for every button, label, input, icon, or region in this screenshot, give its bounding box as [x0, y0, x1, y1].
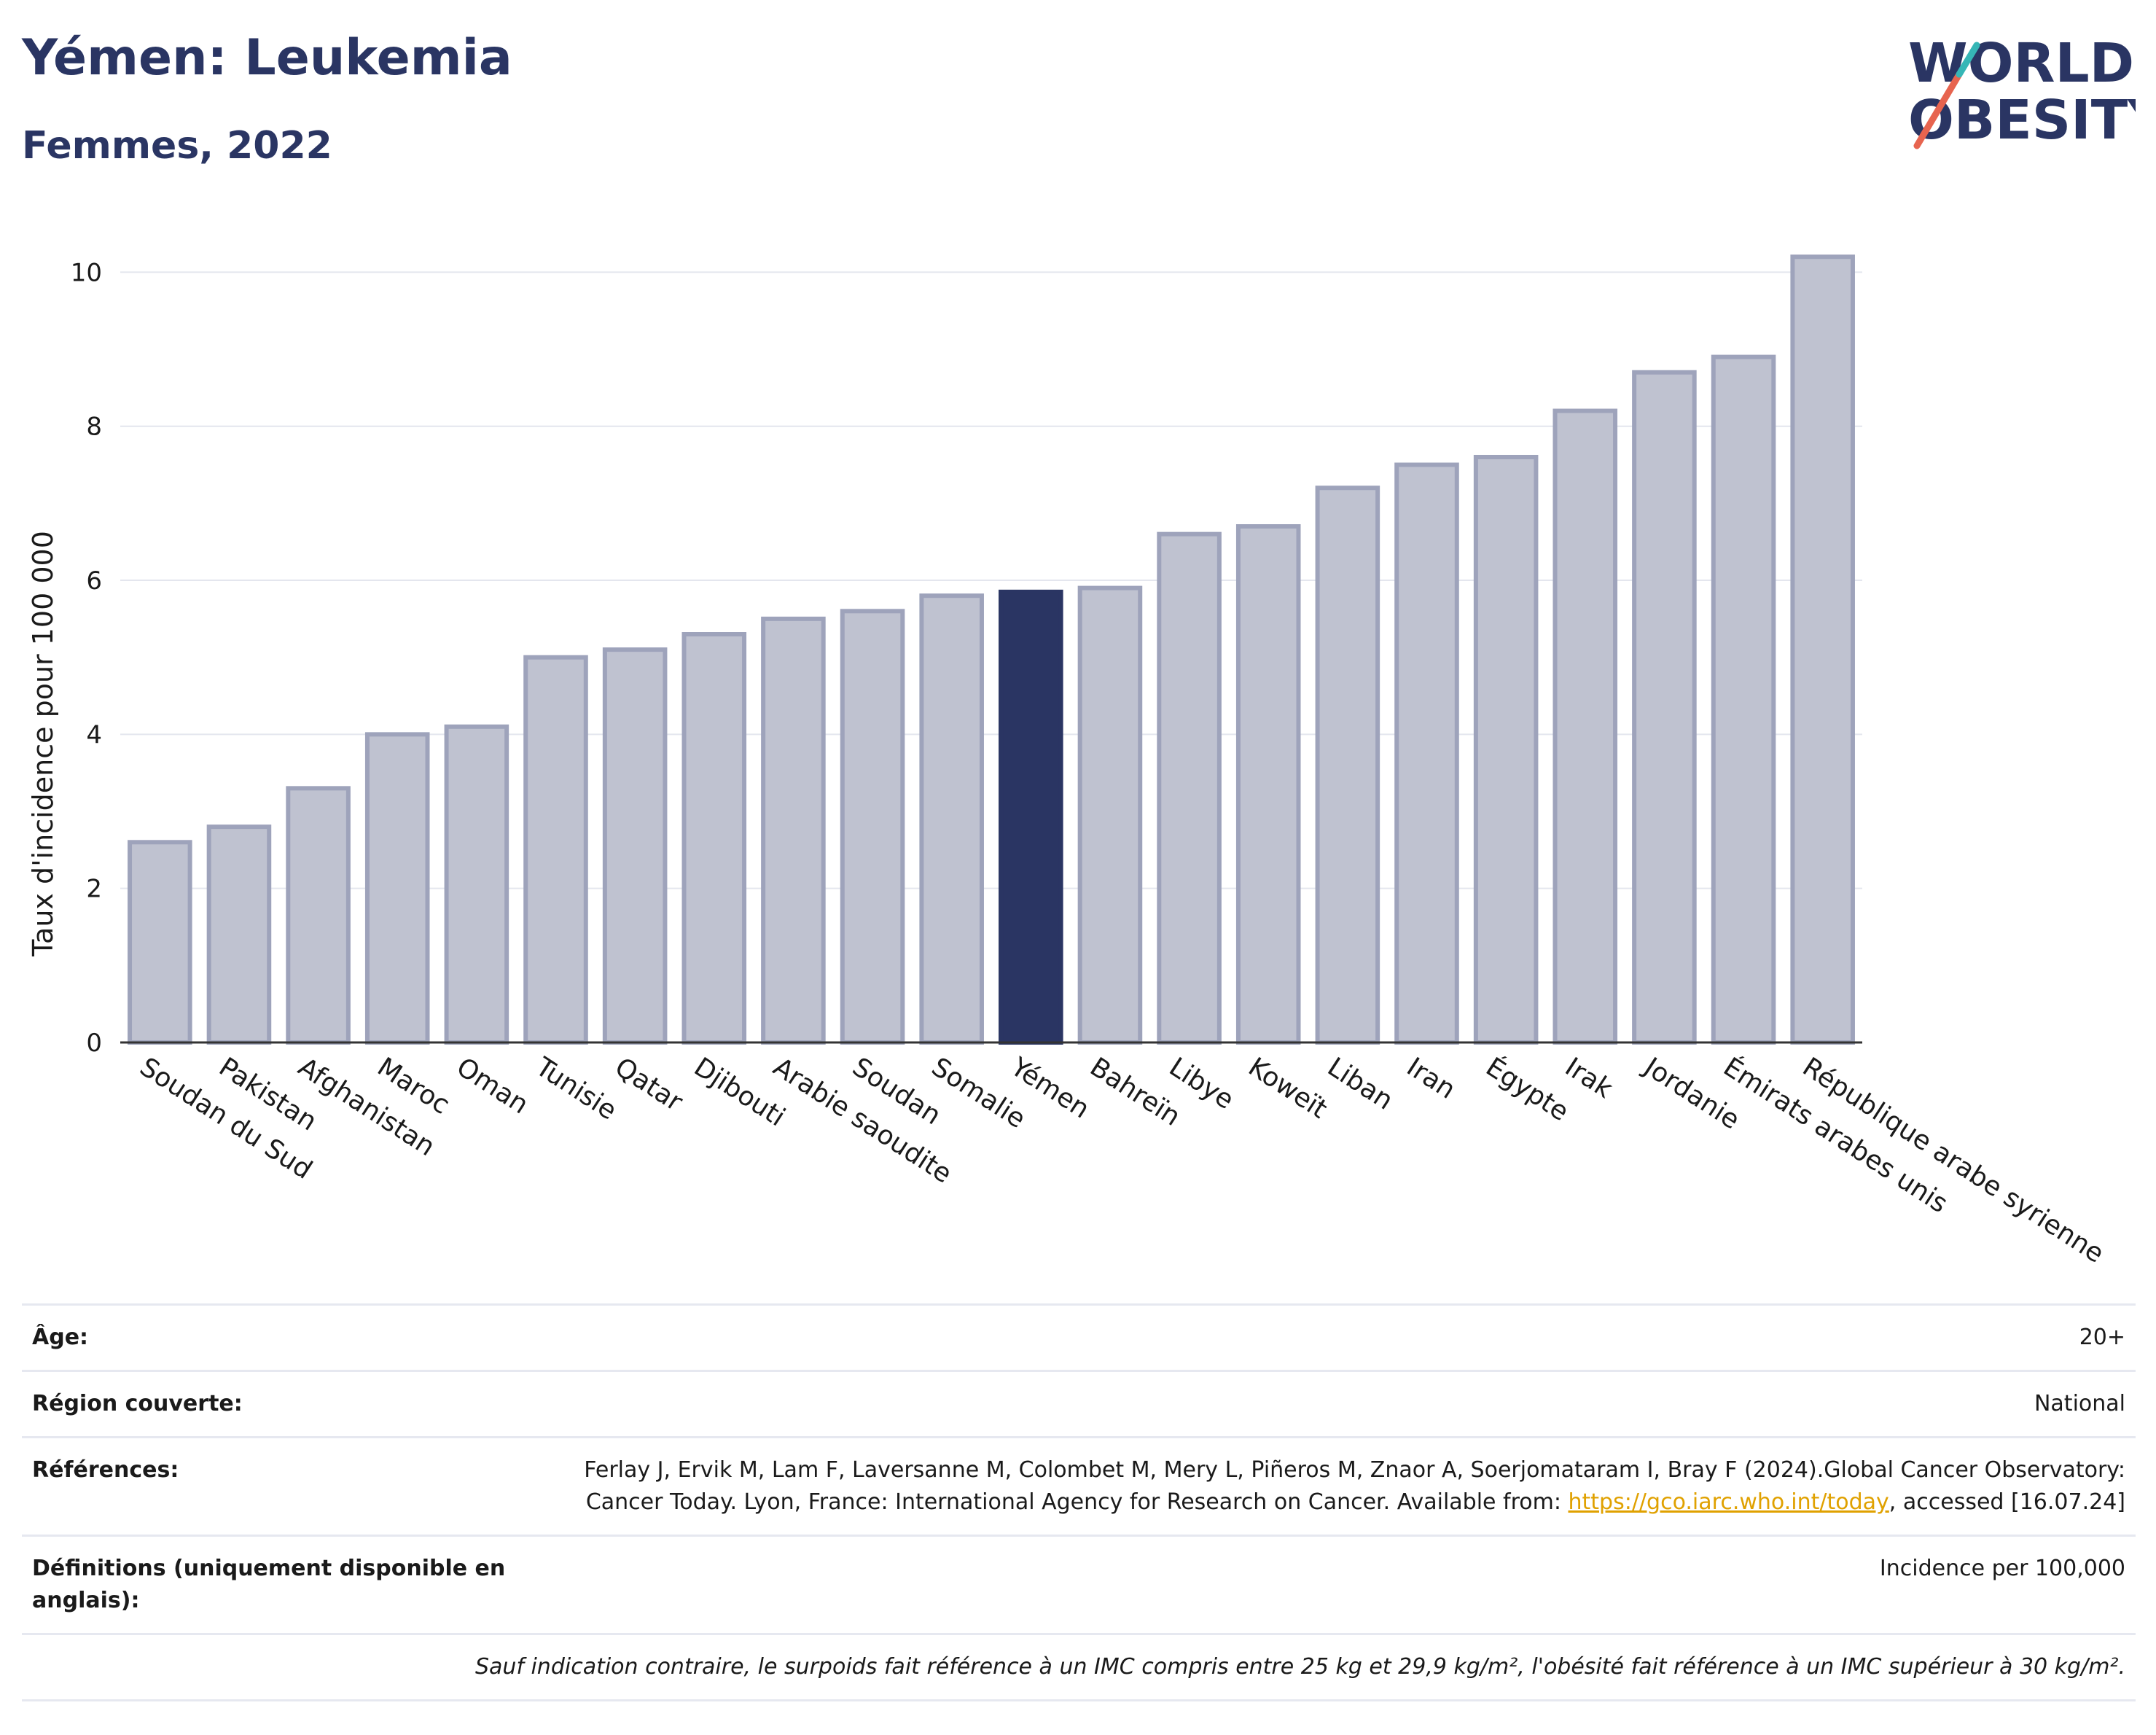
chart-subtitle: Femmes, 2022	[22, 124, 332, 168]
y-tick-label: 6	[86, 566, 102, 596]
bar	[206, 824, 272, 1045]
x-category-label: Égypte	[1480, 1051, 1574, 1127]
x-category-label: Koweït	[1243, 1052, 1332, 1125]
bar	[1394, 462, 1459, 1045]
references-accessed: , accessed [16.07.24]	[1889, 1489, 2125, 1515]
age-value: 20+	[523, 1303, 2136, 1371]
info-row-note: Sauf indication contraire, le surpoids f…	[22, 1633, 2136, 1701]
chart-title: Yémen: Leukemia	[22, 29, 512, 87]
y-tick-label: 8	[86, 413, 102, 442]
bars	[128, 254, 1855, 1045]
info-row-references: Références: Ferlay J, Ervik M, Lam F, La…	[22, 1436, 2136, 1536]
y-tick-label: 2	[86, 875, 102, 904]
bar	[681, 632, 747, 1045]
bar	[286, 786, 351, 1045]
bar	[1473, 454, 1539, 1045]
y-tick-label: 4	[86, 720, 102, 749]
y-axis-ticks: 0 2 4 6 8 10	[71, 258, 1862, 1058]
bar-chart: 0 2 4 6 8 10 Soudan du SudPakistanAfghanistan…	[27, 254, 2109, 1269]
bar	[602, 647, 668, 1045]
x-category-label: Oman	[451, 1052, 534, 1120]
definitions-label: Définitions (uniquement disponible en an…	[22, 1535, 523, 1634]
info-table: Âge: 20+ Région couverte: National Référ…	[22, 1303, 2136, 1701]
x-category-label: Tunisie	[530, 1052, 622, 1126]
references-label: Références:	[22, 1436, 523, 1536]
x-category-label: Bahreïn	[1085, 1052, 1186, 1132]
bar	[840, 609, 905, 1045]
bar	[1632, 370, 1697, 1045]
bar	[1235, 524, 1301, 1045]
region-label: Région couverte:	[22, 1370, 523, 1438]
info-row-definitions: Définitions (uniquement disponible en an…	[22, 1535, 2136, 1634]
bar	[919, 593, 984, 1045]
x-axis-categories: Soudan du SudPakistanAfghanistanMarocOma…	[134, 1051, 2109, 1269]
age-label: Âge:	[22, 1303, 523, 1371]
bar	[364, 732, 430, 1045]
y-axis-label: Taux d'incidence pour 100 000	[27, 531, 59, 957]
x-category-label: Irak	[1560, 1052, 1618, 1104]
y-tick-label: 10	[71, 258, 102, 287]
x-category-label: Djibouti	[689, 1052, 790, 1132]
bar	[128, 840, 192, 1045]
x-category-label: Qatar	[609, 1052, 688, 1118]
world-obesity-logo: WORLD OBESITY	[1908, 32, 2136, 152]
x-category-label: République arabe syrienne	[1797, 1052, 2109, 1269]
references-value: Ferlay J, Ervik M, Lam F, Laversanne M, …	[523, 1436, 2136, 1536]
logo-line-1: WORLD	[1908, 32, 2134, 95]
definitions-value: Incidence per 100,000	[523, 1535, 2136, 1634]
info-row-age: Âge: 20+	[22, 1303, 2136, 1371]
bar	[999, 589, 1063, 1045]
bar	[1711, 354, 1776, 1045]
footnote: Sauf indication contraire, le surpoids f…	[22, 1633, 2136, 1701]
bar	[1077, 585, 1143, 1045]
references-text: Ferlay J, Ervik M, Lam F, Laversanne M, …	[584, 1457, 2125, 1515]
y-tick-label: 0	[86, 1029, 102, 1058]
bar	[444, 724, 509, 1045]
bar	[523, 655, 588, 1045]
bar	[761, 616, 826, 1045]
region-value: National	[523, 1370, 2136, 1438]
bar	[1157, 531, 1222, 1045]
x-category-label: Liban	[1322, 1052, 1398, 1116]
bar	[1315, 486, 1380, 1045]
bar	[1790, 254, 1855, 1045]
bar	[1552, 408, 1618, 1045]
x-category-label: Iran	[1402, 1052, 1461, 1105]
info-row-region: Région couverte: National	[22, 1370, 2136, 1438]
references-link[interactable]: https://gco.iarc.who.int/today	[1568, 1489, 1889, 1515]
